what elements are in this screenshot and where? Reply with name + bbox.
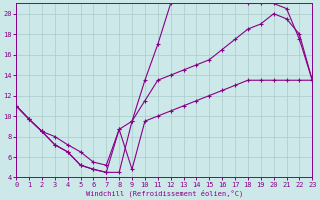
X-axis label: Windchill (Refroidissement éolien,°C): Windchill (Refroidissement éolien,°C) [85,189,243,197]
